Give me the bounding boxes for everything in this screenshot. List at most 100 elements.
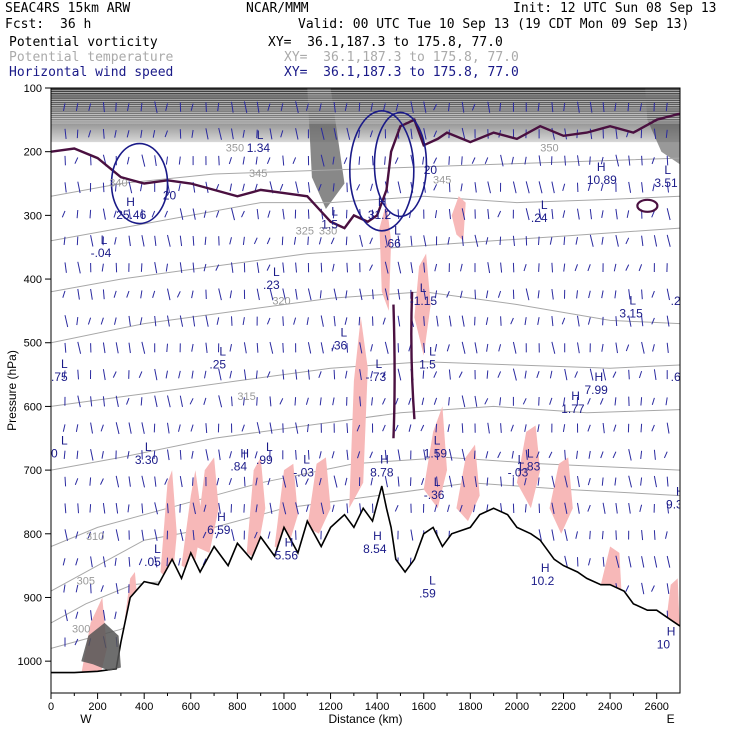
wind-arrow [63, 236, 66, 245]
wind-arrow [139, 317, 143, 325]
wind-arrow [282, 208, 285, 220]
wind-arrow [600, 451, 604, 459]
wind-arrow [446, 344, 450, 352]
extremum-label-low: L .23 [263, 265, 280, 292]
wind-arrow [614, 477, 617, 486]
wind-arrow [473, 450, 476, 460]
wind-arrow [601, 530, 604, 540]
wind-arrow [628, 181, 632, 193]
y-tick-label: 1000 [18, 656, 42, 668]
wind-arrow [140, 263, 143, 272]
wind-arrow [370, 344, 373, 352]
wind-arrow [64, 182, 67, 193]
vertical-motion-patch [349, 317, 368, 509]
wind-arrow [178, 424, 181, 432]
wind-arrow [242, 317, 245, 325]
wind-arrow [615, 128, 618, 139]
wind-arrow [512, 341, 517, 354]
wind-arrow [651, 317, 655, 325]
wind-arrow [641, 235, 644, 247]
wind-arrow [140, 183, 143, 192]
vertical-motion-patch [451, 196, 466, 241]
wind-speed-contour [373, 111, 428, 218]
wind-arrow [280, 103, 284, 111]
wind-arrow [447, 504, 450, 513]
wind-arrow [433, 103, 438, 111]
y-axis-label: Pressure (hPa) [5, 350, 19, 431]
wind-arrow [115, 342, 119, 354]
extremum-label-high: H 25.46 [116, 195, 146, 222]
wind-arrow [423, 128, 427, 140]
wind-arrow [333, 315, 336, 327]
wind-arrow [653, 475, 657, 488]
wind-arrow [564, 449, 566, 460]
theta-contour-label: 340 [109, 178, 127, 190]
wind-arrow [256, 129, 258, 139]
wind-arrow [255, 370, 258, 379]
x-tick-label: 200 [88, 701, 106, 713]
wind-arrow [76, 129, 79, 139]
wind-arrow [474, 182, 477, 193]
wind-arrow [536, 371, 540, 379]
extremum-label-low: L 3.15 [619, 294, 643, 321]
wind-arrow [178, 183, 181, 192]
wind-arrow [394, 504, 399, 512]
wind-arrow [433, 184, 438, 191]
wind-arrow [126, 130, 130, 138]
extremum-label-high: H .84 [230, 446, 249, 473]
wind-speed-contour [110, 142, 169, 225]
wind-arrow [114, 611, 117, 620]
wind-arrow [165, 370, 168, 379]
vertical-motion-patch [423, 406, 447, 509]
wind-arrow [282, 262, 285, 273]
wind-arrow [77, 503, 79, 514]
wind-arrow [370, 370, 373, 379]
wind-arrow [434, 210, 438, 219]
wind-arrow [62, 290, 66, 298]
wind-arrow [500, 423, 502, 433]
wind-arrow [383, 103, 386, 111]
wind-arrow [114, 237, 117, 245]
wind-arrow [666, 342, 669, 353]
wind-arrow [448, 397, 450, 406]
wind-arrow [551, 289, 554, 300]
pv-low-level-shading [81, 622, 121, 671]
wind-arrow [167, 234, 171, 247]
wind-arrow [436, 449, 439, 460]
wind-arrow [628, 289, 631, 300]
wind-arrow [551, 209, 554, 220]
vertical-motion-patch [456, 444, 480, 522]
wind-arrow [576, 290, 578, 299]
wind-arrow [333, 475, 338, 488]
wind-arrow [88, 130, 92, 138]
wind-arrow [589, 208, 592, 220]
wind-arrow [218, 502, 221, 514]
extremum-label-high: H 6.59 [207, 510, 231, 537]
wind-arrow [641, 315, 644, 327]
pv-anomaly-contour [392, 291, 416, 439]
wind-arrow [307, 236, 309, 246]
wind-arrow [154, 368, 158, 381]
wind-arrow [218, 288, 222, 301]
wind-arrow [458, 371, 463, 378]
wind-arrow [76, 317, 79, 326]
wind-arrow [397, 476, 400, 487]
y-tick-label: 800 [24, 529, 42, 541]
wind-arrow [254, 183, 258, 191]
wind-arrow [395, 397, 399, 405]
extremum-label-low: L 1.83 [517, 446, 541, 473]
wind-arrow [561, 317, 566, 325]
wind-arrow [461, 315, 465, 327]
wind-arrow [115, 475, 120, 488]
wind-arrow [666, 288, 670, 301]
wind-arrow [574, 371, 578, 378]
wind-arrow [115, 503, 119, 514]
wind-arrow [653, 556, 658, 568]
wind-arrow [63, 103, 66, 111]
wind-arrow [524, 504, 527, 513]
wind-arrow [215, 264, 220, 271]
wind-arrow [218, 449, 221, 461]
wind-arrow [615, 154, 620, 167]
wind-arrow [359, 342, 363, 354]
